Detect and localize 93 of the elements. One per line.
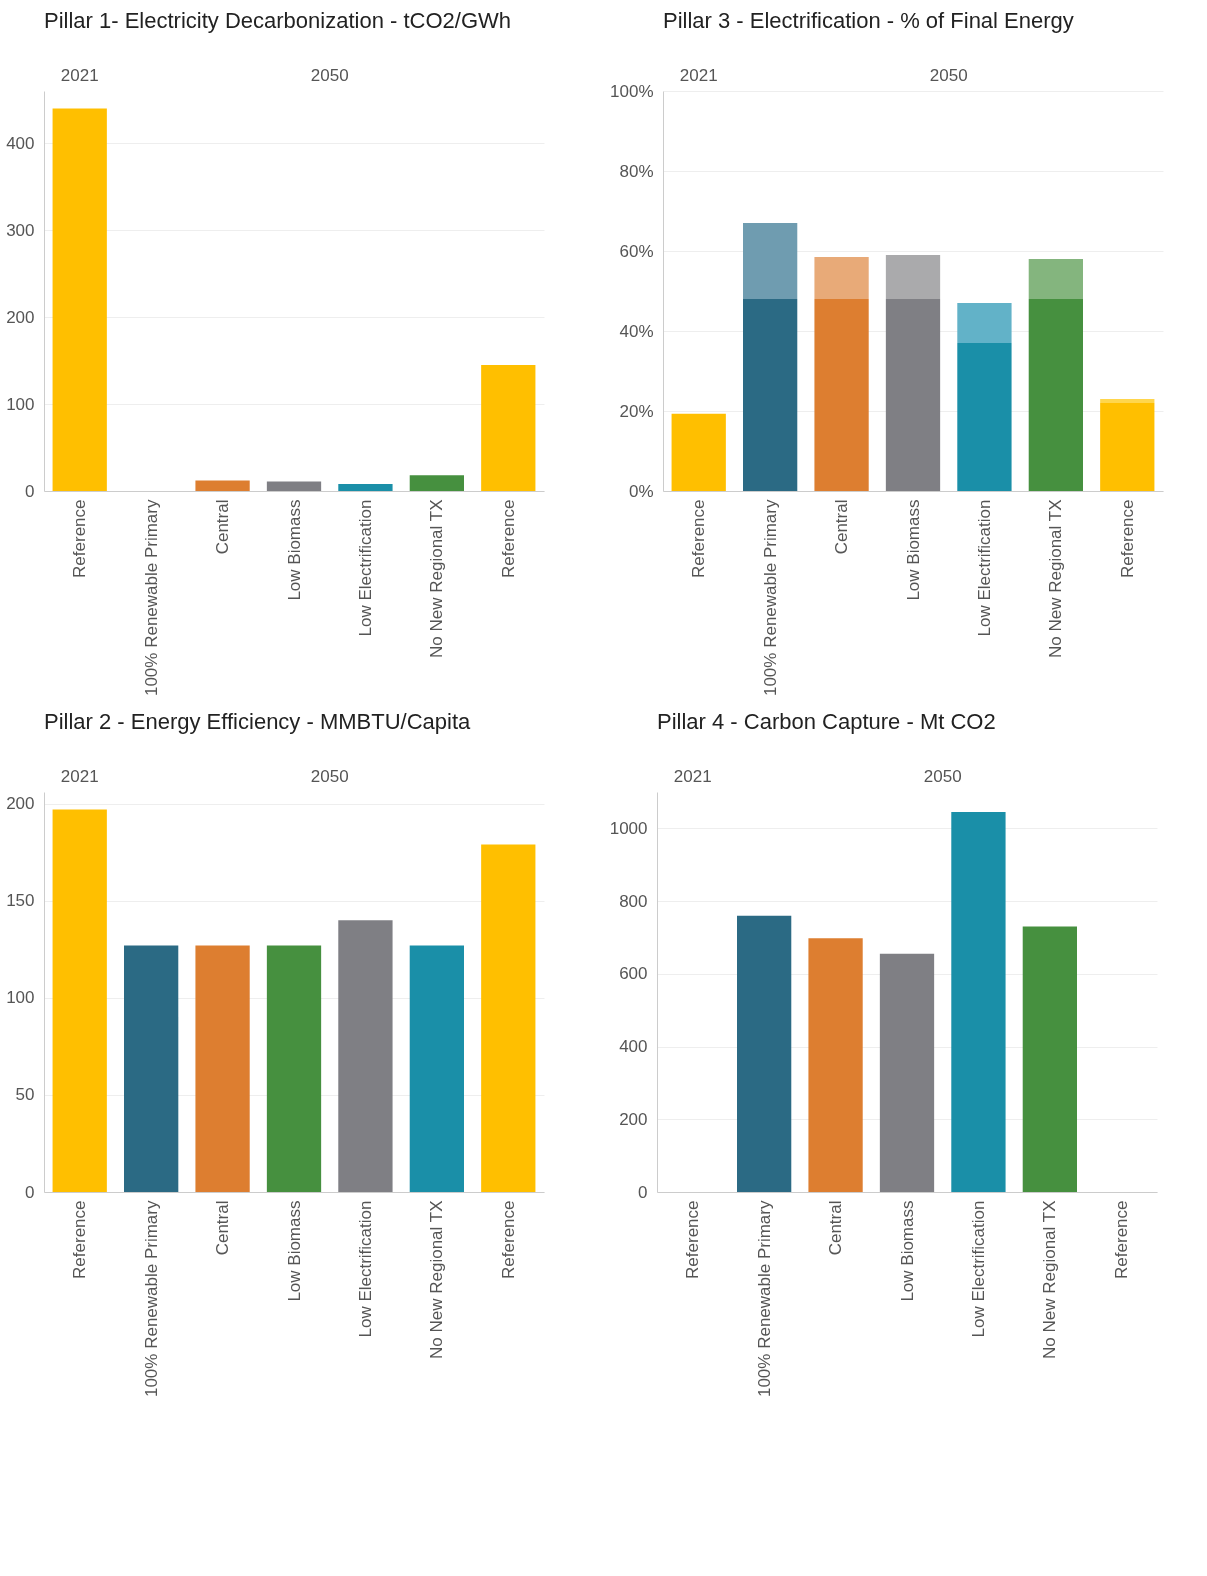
x-tick-label: Reference (498, 499, 518, 578)
y-tick-label: 80% (619, 161, 654, 181)
text: 2021 (60, 767, 99, 786)
y-tick-label: 0 (25, 1182, 35, 1202)
x-tick-label: No New Regional TX (427, 499, 447, 658)
y-tick-label: 100% (610, 81, 654, 101)
bar (409, 945, 464, 1192)
x-tick-label: Low Electrification (355, 1200, 375, 1338)
y-tick-label: 100 (6, 988, 35, 1008)
bar (409, 475, 464, 491)
bar (879, 953, 935, 1192)
y-tick-label: 0 (25, 481, 35, 501)
chart-title: Pillar 3 - Electrification - % of Final Energy (663, 8, 1074, 33)
bar (195, 945, 250, 1192)
x-tick-label: 100% Renewable Primary (141, 1200, 161, 1398)
y-tick-label: 600 (619, 964, 648, 984)
chart-title: Pillar 1- Electricity Decarbonization - tCO2/GWh (44, 8, 512, 33)
y-tick-label: 200 (6, 794, 35, 814)
text: 2050 (923, 767, 962, 786)
bar (743, 299, 798, 491)
text: 2050 (310, 767, 349, 786)
text: 2021 (60, 66, 99, 85)
x-tick-label: No New Regional TX (1046, 499, 1066, 658)
x-tick-label: Central (213, 1200, 233, 1256)
bar (481, 364, 536, 491)
bar (814, 257, 869, 299)
x-tick-label: 100% Renewable Primary (760, 499, 780, 697)
bar (808, 938, 863, 1192)
text: 2050 (929, 66, 968, 85)
x-tick-label: Reference (498, 1200, 518, 1279)
bar (957, 343, 1012, 491)
bar (957, 303, 1012, 343)
x-tick-label: No New Regional TX (1040, 1200, 1060, 1359)
x-tick-label: No New Regional TX (427, 1200, 447, 1359)
bar (1028, 259, 1083, 299)
bar (743, 223, 798, 299)
x-tick-label: Central (826, 1200, 846, 1256)
y-tick-label: 50 (15, 1085, 35, 1105)
x-tick-label: Central (213, 499, 233, 555)
y-tick-label: 60% (619, 241, 654, 261)
x-tick-label: Low Biomass (284, 1200, 304, 1302)
chart-title: Pillar 2 - Energy Efficiency - MMBTU/Capita (44, 709, 472, 734)
bar (266, 945, 322, 1192)
bar (885, 299, 941, 491)
y-tick-label: 150 (6, 891, 35, 911)
bar (671, 413, 726, 491)
bar (481, 844, 536, 1192)
bar (338, 484, 393, 491)
bar (885, 255, 941, 299)
y-tick-label: 200 (6, 307, 35, 327)
y-tick-label: 40% (619, 321, 654, 341)
bar (737, 915, 792, 1192)
bar (1100, 403, 1155, 491)
bar (266, 481, 322, 491)
y-tick-label: 400 (619, 1037, 648, 1057)
chart-title: Pillar 4 - Carbon Capture - Mt CO2 (657, 709, 996, 734)
y-tick-label: 0% (628, 481, 654, 501)
y-tick-label: 200 (619, 1109, 648, 1129)
bar (1028, 299, 1083, 491)
x-tick-label: 100% Renewable Primary (141, 499, 161, 697)
y-tick-label: 800 (619, 891, 648, 911)
x-tick-label: Low Electrification (968, 1200, 988, 1338)
x-tick-label: Reference (70, 1200, 90, 1279)
x-tick-label: Low Electrification (355, 499, 375, 637)
x-tick-label: Reference (1117, 499, 1137, 578)
x-tick-label: Reference (70, 499, 90, 578)
bar (1022, 926, 1077, 1192)
x-tick-label: Low Biomass (284, 499, 304, 601)
bar (52, 809, 107, 1192)
x-tick-label: Reference (683, 1200, 703, 1279)
x-tick-label: Central (832, 499, 852, 555)
y-tick-label: 20% (619, 401, 654, 421)
text: 2021 (673, 767, 712, 786)
y-tick-label: 1000 (609, 818, 648, 838)
bar (1100, 399, 1155, 403)
bar (195, 480, 250, 491)
bar (338, 920, 393, 1192)
text: 2050 (310, 66, 349, 85)
x-tick-label: Low Biomass (897, 1200, 917, 1302)
y-tick-label: 300 (6, 220, 35, 240)
bar (814, 299, 869, 491)
x-tick-label: Reference (1111, 1200, 1131, 1279)
x-tick-label: Low Electrification (974, 499, 994, 637)
y-tick-label: 0 (638, 1182, 648, 1202)
y-tick-label: 100 (6, 394, 35, 414)
y-tick-label: 400 (6, 133, 35, 153)
x-tick-label: 100% Renewable Primary (754, 1200, 774, 1398)
text: 2021 (679, 66, 718, 85)
bar (951, 812, 1006, 1192)
x-tick-label: Low Biomass (903, 499, 923, 601)
bar (124, 945, 179, 1192)
x-tick-label: Reference (689, 499, 709, 578)
bar (52, 108, 107, 491)
